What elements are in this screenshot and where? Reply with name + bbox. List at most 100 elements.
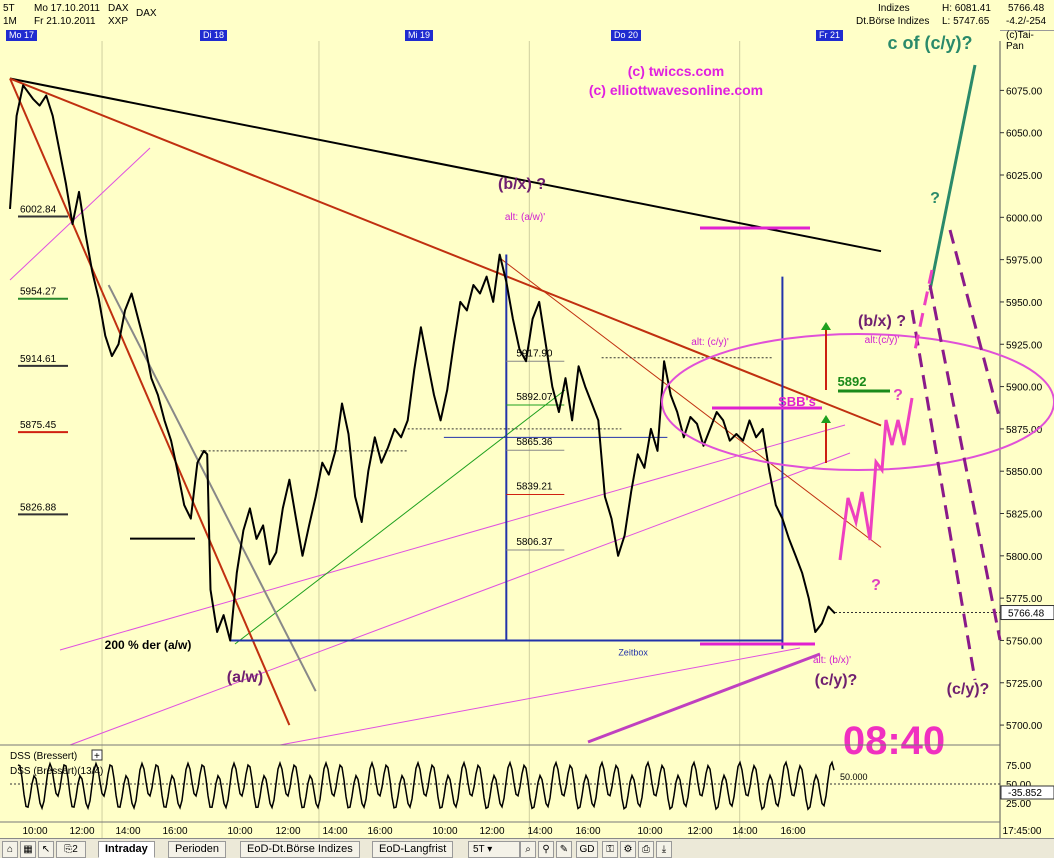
range-start: Mo 17.10.2011 (34, 3, 100, 14)
last-price-tag-bg (1000, 605, 1054, 621)
x-tick-label: 14:00 (527, 826, 552, 837)
copyright-ewo: (c) elliottwavesonline.com (589, 82, 763, 98)
level-label: 6002.84 (20, 205, 57, 216)
level-label: 5954.27 (20, 287, 57, 298)
fib-label: 5892.07 (516, 392, 553, 403)
fib-label: 5806.37 (516, 537, 553, 548)
arrow-up-icon (821, 322, 831, 330)
interval-select[interactable]: 5T ▾ (468, 841, 520, 858)
draw-icon[interactable]: ✎ (556, 841, 572, 858)
x-tick-label: 12:00 (69, 826, 94, 837)
tab-bar: ⌂ ▦ ↖ ⎘2 Intraday Perioden EoD-Dt.Börse … (0, 838, 1054, 858)
channel-line-1 (69, 452, 851, 746)
osc-last-bg (1000, 785, 1054, 800)
interval-label: 5T (3, 3, 15, 14)
wave-bx-right: (b/x) ? (858, 313, 906, 330)
print-icon[interactable]: ⎙ (638, 841, 654, 858)
day-tag-tue: Di 18 (200, 30, 228, 41)
x-tick-label: 14:00 (115, 826, 140, 837)
wave-cy: (c/y)? (815, 672, 858, 689)
wave-c-of-cy: c of (c/y)? (887, 33, 972, 53)
arrow-up-icon (821, 415, 831, 423)
support-line (587, 652, 821, 744)
y-tick-label: 5775.00 (1006, 594, 1043, 605)
dashed-projection-3 (910, 309, 977, 681)
trendline (9, 77, 882, 253)
zoom-icon[interactable]: ⌕ (520, 841, 536, 858)
dashed-projection-1 (948, 229, 1002, 421)
x-tick-label: 12:00 (275, 826, 300, 837)
tab-intraday[interactable]: Intraday (98, 841, 155, 858)
x-tick-label: 10:00 (432, 826, 457, 837)
dashed-projection-2 (928, 284, 1002, 641)
fib-label: 5839.21 (516, 481, 553, 492)
question-mark-2: ? (893, 387, 903, 404)
projection-zigzag (838, 397, 914, 561)
count-icon: ⎘ (64, 844, 73, 855)
y-tick-label: 5875.00 (1006, 425, 1043, 436)
settings-icon[interactable]: ⚙ (620, 841, 636, 858)
channel-line-3 (9, 147, 151, 281)
lock-icon[interactable]: ⚿ (602, 841, 618, 858)
time-label: 08:40 (843, 719, 945, 763)
last-price: 5766.48 (1008, 3, 1045, 14)
y-tick-label: 6025.00 (1006, 171, 1043, 182)
y-tick-label: 5900.00 (1006, 383, 1043, 394)
x-tick-label: 16:00 (367, 826, 392, 837)
osc-level-50: 50.000 (840, 772, 868, 782)
tab-eod-boerse[interactable]: EoD-Dt.Börse Indizes (240, 841, 360, 858)
x-tick-label: 14:00 (322, 826, 347, 837)
y-tick-label: 5750.00 (1006, 636, 1043, 647)
osc-add-icon (91, 749, 103, 761)
day-tag-mon: Mo 17 (6, 30, 38, 41)
trendline (499, 257, 882, 548)
market-label: Indizes (878, 3, 910, 14)
sbb-label: SBB's (778, 394, 816, 409)
y-tick-label: 5700.00 (1006, 721, 1043, 732)
exchange-label: Dt.Börse Indizes (856, 16, 930, 27)
tab-eod-langfrist[interactable]: EoD-Langfrist (372, 841, 454, 858)
dashed-projection-pink (913, 269, 934, 351)
wave-aw: (a/w) (227, 669, 263, 686)
level-label: 5826.88 (20, 502, 57, 513)
count-value: 2 (72, 844, 78, 855)
y-tick-label: 6050.00 (1006, 129, 1043, 140)
question-mark-1: ? (930, 190, 940, 207)
plot-area (0, 41, 1000, 768)
alt-bx-label: alt: (b/x)' (813, 655, 851, 666)
y-tick-label: 6000.00 (1006, 213, 1043, 224)
x-tick-label: 10:00 (22, 826, 47, 837)
low-label: L: 5747.65 (942, 16, 990, 27)
y-tick-label: 5825.00 (1006, 510, 1043, 521)
symbol-name: DAX (136, 8, 157, 19)
y-tick-label: 5925.00 (1006, 340, 1043, 351)
alt-cy-label: alt: (c/y)' (691, 337, 729, 348)
price-chart: 6075.00 6050.00 6025.00 6000.00 5975.00 5950.… (0, 33, 1054, 838)
export-icon[interactable]: ⤓ (656, 841, 672, 858)
x-tick-label: 16:00 (780, 826, 805, 837)
fib-label: 5865.36 (516, 437, 553, 448)
search-icon[interactable]: ⚲ (538, 841, 554, 858)
grid-icon[interactable]: ▦ (20, 841, 36, 858)
zeitbox-label: Zeitbox (618, 647, 648, 657)
resistance-ellipse (661, 333, 1054, 471)
x-tick-label: 14:00 (732, 826, 757, 837)
x-tick-label: 17:45:00 (1003, 826, 1042, 837)
trendline (9, 77, 882, 427)
page-count[interactable]: ⎘2 (56, 841, 86, 858)
osc-name-1: DSS (Bressert) (10, 751, 77, 762)
alt-aw-label: alt: (a/w)' (505, 212, 545, 223)
home-icon[interactable]: ⌂ (2, 841, 18, 858)
trendline (107, 284, 317, 692)
x-tick-label: 16:00 (575, 826, 600, 837)
osc-tick-label: 75.00 (1006, 761, 1031, 772)
cursor-icon[interactable]: ↖ (38, 841, 54, 858)
tab-perioden[interactable]: Perioden (168, 841, 227, 858)
y-tick-label: 5800.00 (1006, 552, 1043, 563)
chevron-down-icon: ▾ (487, 844, 493, 855)
x-tick-label: 12:00 (687, 826, 712, 837)
alt-cy2-label: alt:(c/y)' (865, 335, 900, 346)
interval-select-value: 5T (473, 844, 485, 855)
gd-button[interactable]: GD (576, 841, 598, 858)
day-bar: Mo 17 Di 18 Mi 19 Do 20 Fr 21 (c)Tai-Pan (0, 30, 1034, 52)
